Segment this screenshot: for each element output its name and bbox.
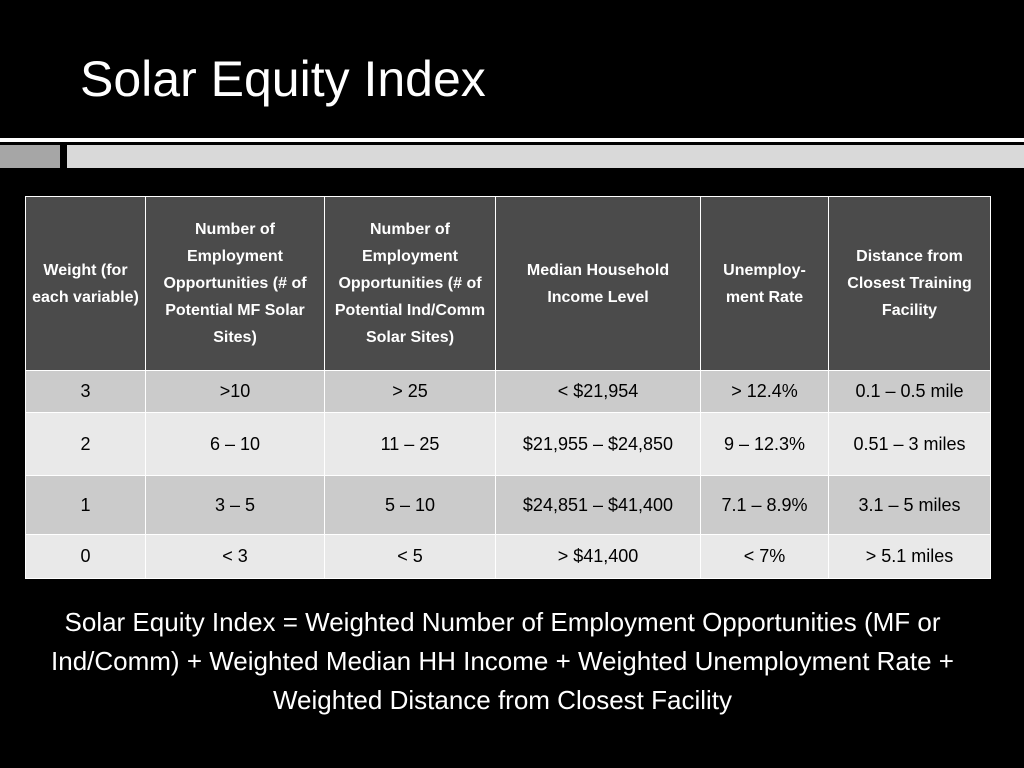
- column-header: Weight (for each variable): [25, 196, 146, 371]
- rule: [0, 138, 1024, 142]
- column-header: Number of Employment Opportunities (# of…: [145, 196, 325, 371]
- table-cell: 11 – 25: [324, 412, 496, 476]
- table-cell: 0.51 – 3 miles: [828, 412, 991, 476]
- table-cell: 7.1 – 8.9%: [700, 475, 829, 535]
- table-cell: 1: [25, 475, 146, 535]
- formula: Solar Equity Index = Weighted Number of …: [51, 607, 954, 715]
- table-cell: < 5: [324, 534, 496, 579]
- table-row: 0 < 3 < 5 > $41,400 < 7% > 5.1 miles: [25, 534, 991, 579]
- table-cell: 2: [25, 412, 146, 476]
- data-table: Weight (for each variable) Number of Empl…: [25, 196, 991, 579]
- table-cell: < $21,954: [495, 370, 701, 413]
- table-cell: 0: [25, 534, 146, 579]
- column-header: Distance from Closest Training Facility: [828, 196, 991, 371]
- table-cell: 6 – 10: [145, 412, 325, 476]
- table-cell: < 7%: [700, 534, 829, 579]
- table-cell: 3 – 5: [145, 475, 325, 535]
- table-row: 3 >10 > 25 < $21,954 > 12.4% 0.1 – 0.5 mile: [25, 370, 991, 413]
- column-header: Median Household Income Level: [495, 196, 701, 371]
- table-cell: > 25: [324, 370, 496, 413]
- slide-title: Solar Equity Index: [80, 51, 486, 107]
- table-cell: $21,955 – $24,850: [495, 412, 701, 476]
- column-header: Unemploy-ment Rate: [700, 196, 829, 371]
- accent-bar: [67, 145, 1024, 168]
- column-header: Number of Employment Opportunities (# of…: [324, 196, 496, 371]
- table-cell: 5 – 10: [324, 475, 496, 535]
- table-cell: 0.1 – 0.5 mile: [828, 370, 991, 413]
- accent-block: [0, 145, 60, 168]
- table-cell: 3: [25, 370, 146, 413]
- table-cell: > 5.1 miles: [828, 534, 991, 579]
- table-cell: >10: [145, 370, 325, 413]
- table-cell: > 12.4%: [700, 370, 829, 413]
- table-cell: 9 – 12.3%: [700, 412, 829, 476]
- header-row: Weight (for each variable) Number of Empl…: [25, 196, 991, 371]
- table-cell: 3.1 – 5 miles: [828, 475, 991, 535]
- table-cell: > $41,400: [495, 534, 701, 579]
- table-cell: $24,851 – $41,400: [495, 475, 701, 535]
- table-cell: < 3: [145, 534, 325, 579]
